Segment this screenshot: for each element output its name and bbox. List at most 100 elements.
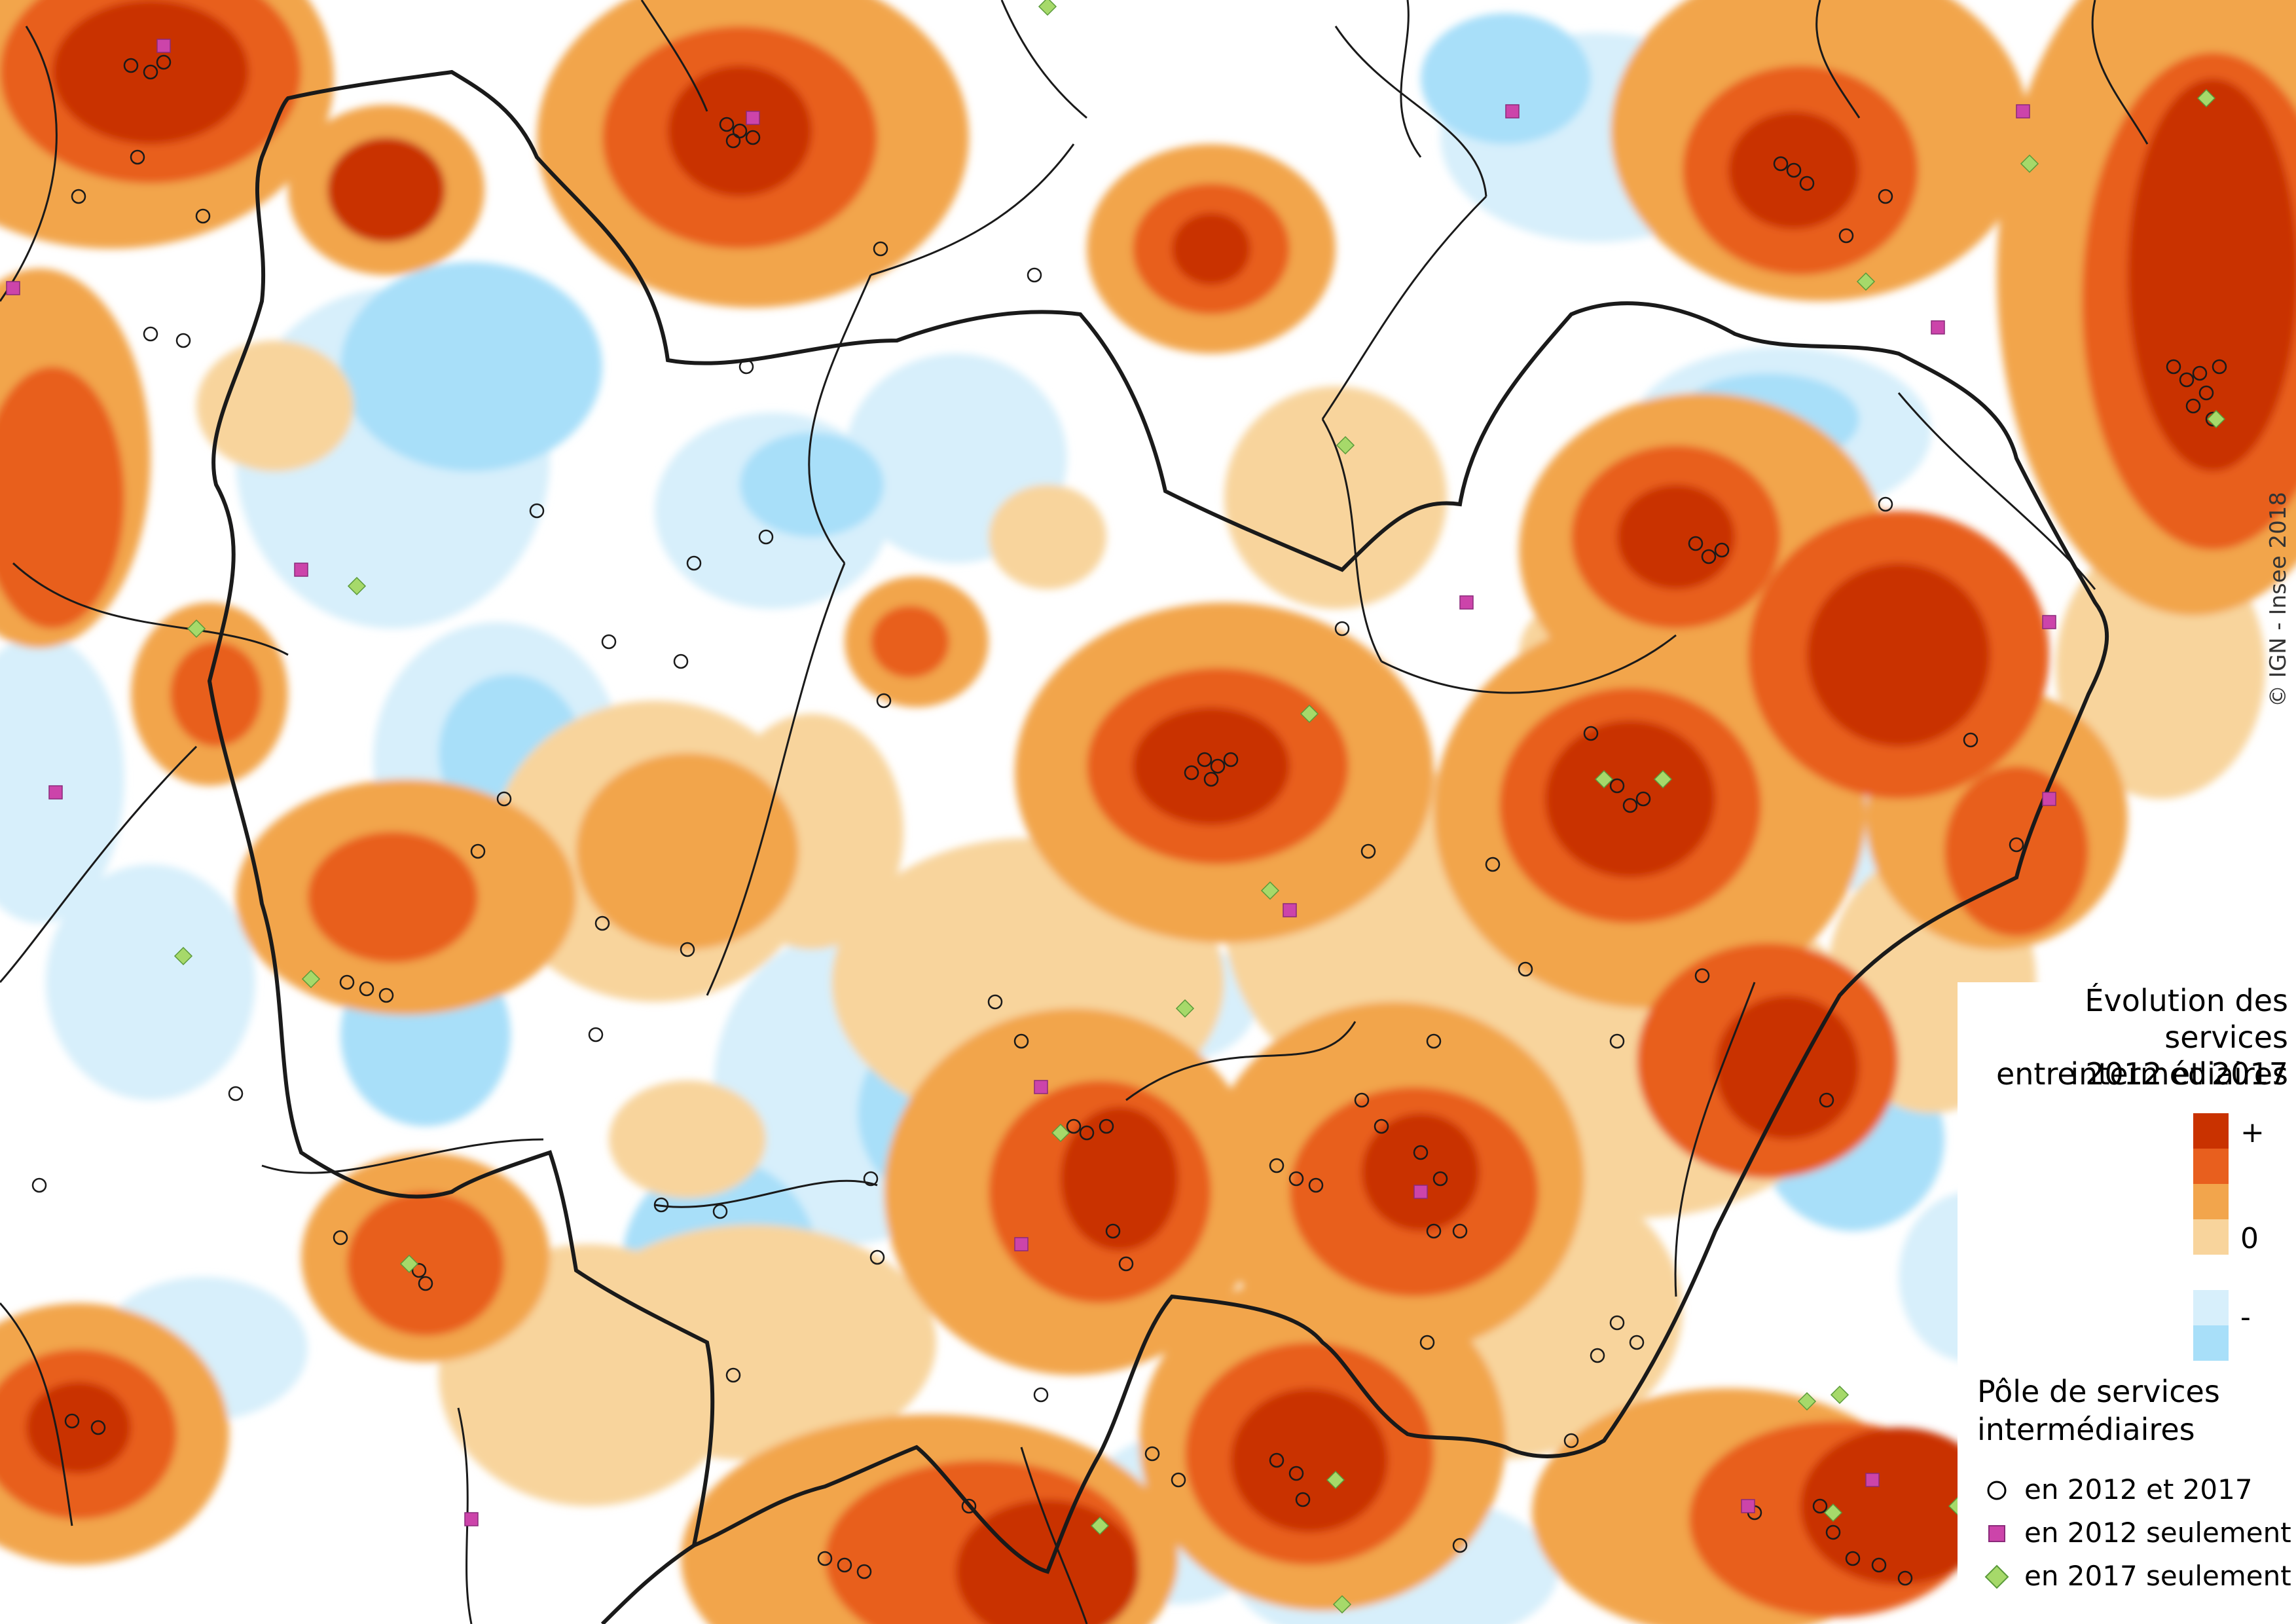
surface-patch [26,1382,131,1473]
pole-2012-2017-marker [1033,1387,1049,1403]
pole-2017-only-marker [1051,1123,1070,1143]
pole-2017-only-marker [1823,1503,1843,1522]
pole-2012-2017-marker [725,133,741,149]
legend-swatch-6 [2193,1290,2229,1325]
pole-2012-2017-marker [123,58,139,73]
pole-2012-2017-marker [1871,1557,1887,1573]
pole-2012-2017-marker [817,1551,833,1566]
legend-title-line-3: entre 2012 et 2017 [1995,1056,2288,1092]
pole-2012-2017-marker [1773,156,1789,172]
surface-patch [871,606,949,678]
pole-2012-2017-marker [1688,536,1704,551]
legend-scale-zero: 0 [2240,1222,2259,1255]
pole-2012-only-marker [1505,104,1520,119]
surface-patch [1800,1428,1997,1585]
pole-2012-2017-marker [1563,1433,1579,1449]
pole-2012-2017-marker [1269,1452,1285,1468]
pole-2012-2017-marker [71,189,86,204]
pole-2012-2017-marker [1590,1348,1605,1363]
pole-2012-only-marker [2042,792,2056,806]
pole-2012-2017-marker [1079,1125,1095,1141]
pole-2017-only-marker [1175,999,1195,1018]
pole-2017-only-marker [1090,1516,1110,1536]
pole-2012-2017-marker [2166,359,2181,375]
surface-patch [46,864,255,1100]
pole-2012-only-marker [1283,903,1297,917]
pole-2012-2017-marker [1694,968,1710,984]
pole-2012-2017-marker [1374,1118,1389,1134]
pole-2017-only-marker [1856,272,1876,291]
pole-2012-2017-marker [1629,1335,1645,1350]
pole-2012-2017-marker [418,1276,433,1291]
surface-patch [1617,485,1735,589]
pole-2012-2017-marker [876,693,892,709]
pole-2012-2017-marker [2212,359,2227,375]
pole-2012-2017-marker [1518,961,1533,977]
pole-2012-2017-marker [1027,267,1042,283]
pole-2012-2017-marker [873,241,888,257]
pole-2012-2017-marker [1609,1033,1625,1049]
pole-2012-2017-marker [1099,1118,1114,1134]
pole-2012-2017-marker [1334,621,1350,637]
pole-2012-2017-marker [1635,791,1651,807]
copyright-text: © IGN - Insee 2018 [2265,492,2291,707]
pole-2012-2017-marker [686,555,702,571]
surface-patch [308,832,478,963]
pole-2012-2017-marker [1609,1315,1625,1331]
pole-2012-2017-marker [1419,1335,1435,1350]
surface-patch [668,65,812,196]
pole-2017-only-marker [1336,435,1355,455]
surface-patch [576,753,799,950]
surface-patch [1231,1388,1388,1532]
pole-2012-2017-marker [1413,1145,1429,1160]
pole-2012-only-marker [1413,1185,1428,1199]
pole-2012-2017-marker [1203,771,1219,787]
pole-2012-2017-marker [1295,1492,1311,1507]
pole-2012-only-marker [48,785,63,800]
pole-2012-2017-marker [601,634,617,650]
pole-2017-only-marker [1038,0,1057,16]
surface-patch [1807,563,1990,747]
pole-2017-only-marker [1797,1392,1817,1411]
pole-2012-2017-marker [1308,1177,1324,1193]
pole-2012-2017-marker [2192,365,2208,381]
surface-patch [0,367,124,629]
pole-2017-only-marker [2196,88,2216,108]
pole-2012-2017-marker [411,1263,427,1278]
region-border-south [600,1543,695,1624]
pole-2017-only-marker [1300,704,1319,724]
pole-2012-2017-marker [1819,1092,1834,1108]
pole-2012-2017-marker [961,1498,977,1514]
pole-2012-2017-marker [673,654,689,669]
pole-2012-2017-marker [1452,1538,1468,1553]
pole-2012-2017-marker [2009,837,2024,853]
pole-2012-2017-marker [1963,732,1978,748]
pole-2017-only-marker [2206,409,2226,429]
pole-2012-2017-marker [1701,549,1717,564]
pole-2012-2017-marker [1118,1256,1134,1272]
pole-2012-2017-marker [1223,752,1239,767]
pole-2012-2017-marker [175,333,191,348]
pole-2012-2017-marker [1838,228,1854,244]
pole-2012-2017-marker [758,529,774,545]
pole-2012-2017-marker [143,64,158,80]
pole-2012-only-marker [1741,1499,1755,1513]
pole-2017-only-marker [187,619,206,638]
poles-title-line-2: intermédiaires [1977,1412,2195,1447]
pole-2012-2017-marker [1269,1158,1285,1173]
pole-2012-2017-marker [1105,1223,1121,1239]
legend-swatch-5 [2193,1255,2229,1290]
pole-2012-only-marker [746,111,760,125]
pole-2012-2017-marker [31,1177,47,1193]
pole-2012-2017-marker [2179,372,2195,388]
pole-2012-2017-marker [1897,1570,1913,1586]
surface-patch [1172,213,1250,285]
legend-scale-plus: + [2240,1116,2265,1149]
surface-patch [0,635,124,923]
pole-2017-only-marker [399,1254,419,1274]
pole-2012-2017-marker [529,503,545,519]
pole-2012-2017-marker [130,149,145,165]
pole-2012-2017-marker [1799,175,1815,191]
surface-patch [1728,111,1859,229]
